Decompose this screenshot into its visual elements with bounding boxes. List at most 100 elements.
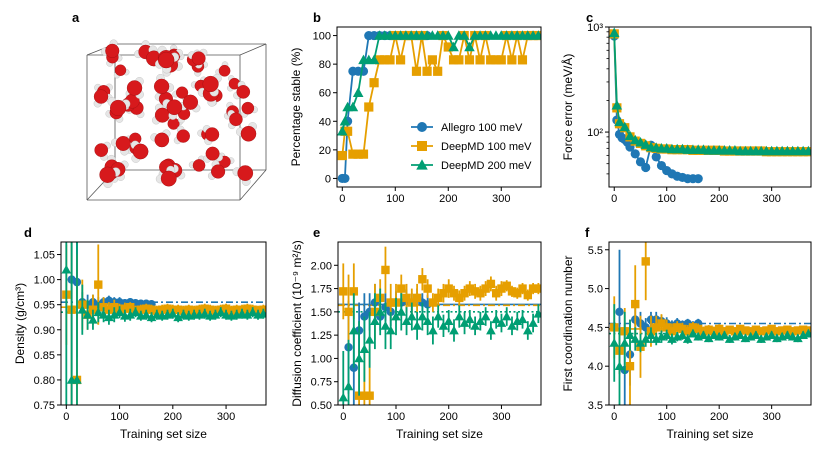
data-point [93, 307, 104, 317]
y-tick-label: 4.5 [588, 322, 603, 334]
x-axis-label: Training set size [396, 427, 483, 441]
data-point [402, 293, 411, 303]
data-point [619, 121, 631, 132]
data-point [449, 325, 459, 335]
data-point [614, 361, 625, 371]
data-point [625, 361, 635, 371]
data-point [611, 99, 623, 110]
legend-entry: DeepMD 100 meV [441, 141, 532, 153]
data-point [386, 298, 395, 307]
data-point [507, 320, 517, 330]
x-tick-label: 300 [492, 193, 510, 205]
oxygen-atom [157, 51, 175, 69]
data-point [423, 284, 432, 293]
data-point [735, 330, 745, 340]
data-point [766, 330, 777, 340]
oxygen-atom [229, 112, 243, 127]
data-point [167, 308, 178, 318]
data-point [339, 115, 351, 126]
data-point [767, 324, 776, 334]
plot-area [609, 242, 811, 405]
plot-area [61, 242, 266, 405]
data-point [507, 287, 517, 296]
data-point [120, 304, 130, 313]
data-point [709, 330, 719, 340]
panel-letter-c: c [586, 10, 593, 25]
axes-frame [60, 241, 267, 406]
data-point [534, 284, 541, 293]
data-point [370, 316, 380, 326]
data-point [480, 311, 491, 321]
axes-frame [337, 241, 542, 406]
data-point [215, 307, 226, 317]
data-point [496, 55, 506, 65]
data-point [374, 55, 384, 65]
data-point [661, 330, 672, 340]
data-point [396, 307, 407, 316]
y-tick-label: 3.5 [588, 400, 603, 412]
data-point [502, 281, 511, 290]
y-tick-label: 10³ [587, 22, 603, 34]
data-point [455, 293, 464, 303]
x-tick-label: 100 [658, 411, 676, 423]
data-point [688, 328, 698, 338]
data-point [340, 173, 350, 184]
data-point [417, 311, 428, 321]
legend-entry: Allegro 100 meV [441, 122, 523, 134]
box-edge [239, 169, 267, 201]
y-tick-label: 5.0 [588, 284, 603, 296]
oxygen-atom [132, 143, 149, 160]
series-2 [337, 30, 541, 136]
data-point [61, 264, 72, 274]
data-point [359, 344, 370, 353]
series-line [341, 32, 539, 156]
data-point [448, 41, 459, 52]
chart-density: 0 100 200 300 0.75 0.80 0.85 0.90 0.95 1.00 1.05 Tr… [13, 241, 267, 441]
data-point [460, 289, 469, 298]
oxygen-atom [105, 43, 120, 58]
y-axis-label: Diffusion coefficient (10⁻⁹ m²/s) [290, 240, 304, 406]
y-tick-label: 100 [313, 31, 331, 43]
chart-percentage-stable: 0 100 200 300 0 20 40 60 80 100 Percentage stable … [289, 26, 542, 205]
y-tick-label: 0.80 [34, 375, 55, 387]
data-point [619, 338, 630, 347]
data-point [258, 308, 266, 318]
data-point [199, 308, 210, 318]
oxygen-atom [192, 159, 206, 172]
data-point [724, 334, 735, 343]
x-axis-label: Training set size [667, 427, 754, 441]
data-point [787, 331, 798, 341]
data-point [406, 311, 417, 321]
oxygen-atom [154, 132, 170, 148]
y-axis-label: Percentage stable (%) [289, 48, 303, 167]
panel-letter-b: b [313, 10, 321, 25]
data-point [380, 320, 391, 330]
series-1 [609, 29, 811, 157]
data-point [465, 284, 475, 293]
data-point [454, 311, 465, 321]
data-point [730, 327, 740, 336]
x-tick-label: 100 [658, 193, 676, 205]
data-point [464, 55, 475, 65]
data-point [528, 284, 538, 293]
data-point [735, 324, 745, 334]
oxygen-atom [218, 64, 231, 77]
data-point [454, 55, 464, 65]
data-point [438, 320, 449, 330]
data-point [247, 307, 258, 317]
data-point [348, 149, 358, 159]
data-point [609, 27, 620, 38]
series-0 [609, 31, 703, 184]
x-tick-label: 100 [110, 411, 128, 423]
data-point [533, 308, 541, 318]
data-point [777, 326, 787, 335]
y-tick-label: 1.00 [34, 275, 55, 287]
x-tick-label: 200 [440, 411, 458, 423]
data-point [756, 334, 766, 343]
data-point [385, 325, 396, 335]
data-point [88, 314, 98, 324]
plot-area [337, 30, 541, 184]
data-point [491, 289, 501, 298]
data-point [507, 55, 517, 65]
panel-letter-a: a [72, 10, 80, 25]
